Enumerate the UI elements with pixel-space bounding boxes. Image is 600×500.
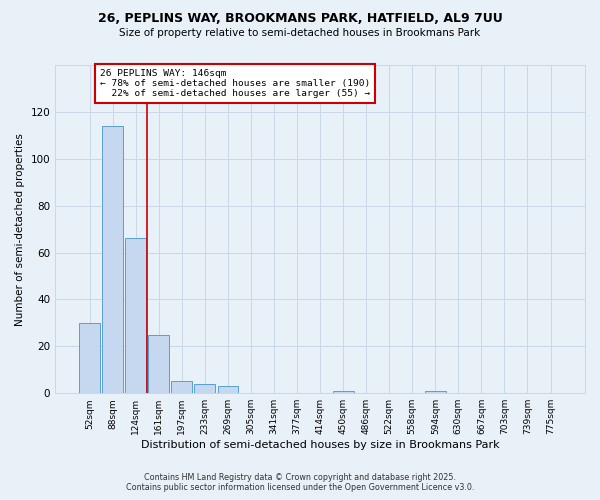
Bar: [148, 334, 169, 393]
Bar: [425, 391, 446, 393]
Y-axis label: Number of semi-detached properties: Number of semi-detached properties: [15, 132, 25, 326]
Text: Size of property relative to semi-detached houses in Brookmans Park: Size of property relative to semi-detach…: [119, 28, 481, 38]
Text: 26, PEPLINS WAY, BROOKMANS PARK, HATFIELD, AL9 7UU: 26, PEPLINS WAY, BROOKMANS PARK, HATFIEL…: [98, 12, 502, 26]
Text: 26 PEPLINS WAY: 146sqm
← 78% of semi-detached houses are smaller (190)
  22% of : 26 PEPLINS WAY: 146sqm ← 78% of semi-det…: [100, 68, 370, 98]
Text: Contains HM Land Registry data © Crown copyright and database right 2025.
Contai: Contains HM Land Registry data © Crown c…: [126, 473, 474, 492]
Bar: [102, 126, 123, 393]
Bar: [79, 323, 100, 393]
Bar: [125, 238, 146, 393]
Bar: [218, 386, 238, 393]
Bar: [333, 391, 353, 393]
Bar: [172, 382, 192, 393]
Bar: [194, 384, 215, 393]
X-axis label: Distribution of semi-detached houses by size in Brookmans Park: Distribution of semi-detached houses by …: [141, 440, 499, 450]
